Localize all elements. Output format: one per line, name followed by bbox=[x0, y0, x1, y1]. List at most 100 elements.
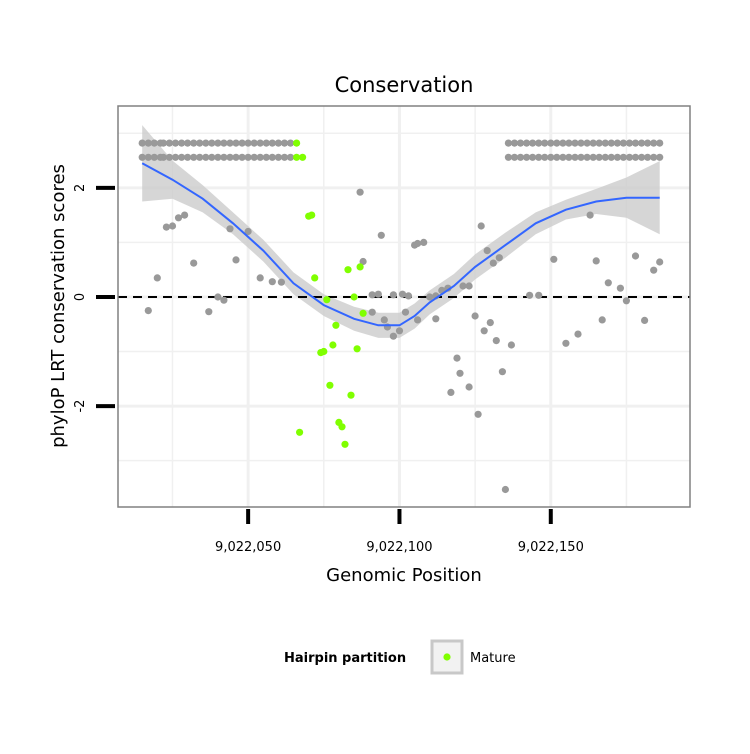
data-point bbox=[641, 316, 649, 324]
mature-point bbox=[323, 296, 331, 304]
data-point bbox=[144, 153, 152, 161]
data-point bbox=[238, 153, 246, 161]
mature-point bbox=[293, 139, 301, 147]
data-point bbox=[656, 153, 664, 161]
grid-layer bbox=[118, 106, 690, 507]
data-point bbox=[453, 354, 461, 362]
data-point bbox=[565, 153, 573, 161]
data-point bbox=[574, 330, 582, 338]
data-point bbox=[607, 153, 615, 161]
data-point bbox=[565, 139, 573, 147]
data-point bbox=[547, 139, 555, 147]
mature-point bbox=[326, 381, 334, 389]
data-point bbox=[220, 296, 228, 304]
data-point bbox=[631, 139, 640, 147]
mature-point bbox=[332, 321, 340, 329]
legend-key-box bbox=[430, 639, 464, 675]
data-point bbox=[480, 327, 488, 335]
data-point bbox=[571, 139, 579, 147]
data-point bbox=[622, 297, 631, 305]
data-point bbox=[619, 139, 628, 147]
data-point bbox=[535, 291, 543, 299]
data-point bbox=[196, 139, 204, 147]
data-point bbox=[447, 388, 455, 396]
data-point bbox=[489, 259, 497, 267]
data-point bbox=[547, 153, 555, 161]
data-point bbox=[510, 153, 519, 161]
points-layer bbox=[138, 139, 664, 494]
data-point bbox=[559, 153, 567, 161]
mature-point bbox=[308, 211, 316, 219]
data-point bbox=[171, 139, 180, 147]
data-point bbox=[420, 238, 428, 246]
data-point bbox=[644, 153, 652, 161]
data-point bbox=[274, 139, 282, 147]
mature-point bbox=[341, 440, 349, 448]
data-point bbox=[474, 410, 482, 418]
data-point bbox=[589, 139, 597, 147]
y-tick-label: 0 bbox=[73, 293, 88, 301]
data-point bbox=[656, 258, 664, 266]
data-point bbox=[232, 153, 240, 161]
data-point bbox=[280, 139, 289, 147]
data-point bbox=[541, 153, 549, 161]
data-point bbox=[196, 153, 204, 161]
data-point bbox=[368, 308, 376, 316]
data-point bbox=[589, 153, 597, 161]
data-point bbox=[559, 139, 567, 147]
mature-point bbox=[359, 309, 367, 317]
mature-point bbox=[311, 274, 319, 282]
data-point bbox=[280, 153, 289, 161]
data-point bbox=[244, 153, 252, 161]
data-point bbox=[504, 153, 512, 161]
data-point bbox=[159, 153, 167, 161]
mature-point bbox=[293, 153, 301, 161]
data-point bbox=[262, 139, 270, 147]
mature-point bbox=[350, 293, 358, 301]
data-point bbox=[510, 139, 519, 147]
data-point bbox=[150, 153, 158, 161]
data-point bbox=[256, 139, 264, 147]
legend-label-mature: Mature bbox=[470, 651, 516, 666]
data-point bbox=[202, 139, 210, 147]
data-point bbox=[495, 254, 503, 262]
data-point bbox=[459, 282, 467, 290]
data-point bbox=[535, 139, 543, 147]
data-point bbox=[138, 153, 146, 161]
data-point bbox=[638, 139, 646, 147]
data-point bbox=[613, 139, 622, 147]
data-point bbox=[586, 211, 594, 219]
data-point bbox=[178, 139, 186, 147]
data-point bbox=[553, 139, 561, 147]
data-point bbox=[190, 259, 198, 267]
data-point bbox=[250, 153, 258, 161]
mature-point bbox=[347, 391, 355, 399]
data-point bbox=[153, 274, 161, 282]
data-point bbox=[214, 139, 222, 147]
data-point bbox=[226, 153, 234, 161]
data-point bbox=[595, 153, 603, 161]
data-point bbox=[619, 153, 628, 161]
axes-layer: 9,022,050 9,022,100 9,022,150 -2 0 2 bbox=[73, 105, 691, 555]
data-point bbox=[414, 316, 422, 324]
data-point bbox=[262, 153, 270, 161]
data-point bbox=[238, 139, 246, 147]
data-point bbox=[644, 139, 652, 147]
data-point bbox=[395, 327, 404, 335]
data-point bbox=[583, 139, 591, 147]
data-point bbox=[226, 225, 234, 233]
data-point bbox=[650, 153, 658, 161]
data-point bbox=[523, 153, 531, 161]
mature-point bbox=[296, 428, 304, 436]
data-point bbox=[205, 308, 213, 316]
mature-point bbox=[338, 423, 346, 431]
data-point bbox=[526, 291, 534, 299]
data-point bbox=[650, 139, 658, 147]
data-point bbox=[244, 139, 252, 147]
data-point bbox=[613, 153, 622, 161]
data-point bbox=[374, 290, 382, 298]
legend-title: Hairpin partition bbox=[284, 651, 406, 666]
data-point bbox=[356, 188, 364, 196]
